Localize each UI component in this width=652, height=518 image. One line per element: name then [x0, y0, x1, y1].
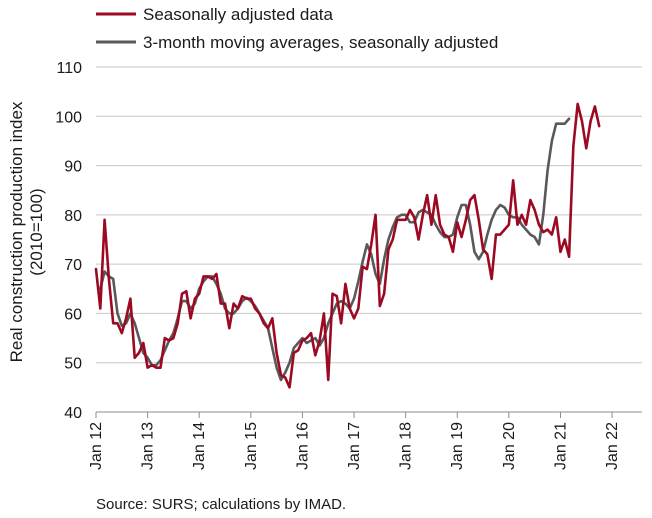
y-axis-title-line1: Real construction production index	[7, 101, 26, 362]
x-tick-labels: Jan 12 Jan 13 Jan 14 Jan 15 Jan 16 Jan 17 Jan …	[88, 412, 621, 470]
y-tick-label: 50	[64, 356, 82, 373]
y-tick-labels: 40 50 60 70 80 90 100 110	[55, 60, 82, 422]
y-tick-label: 70	[64, 257, 82, 274]
y-tick-label: 90	[64, 159, 82, 176]
x-tick-label: Jan 13	[140, 422, 157, 470]
source-note: Source: SURS; calculations by IMAD.	[96, 496, 346, 513]
y-axis-title-line2: (2010=100)	[27, 188, 46, 275]
legend-label-seasonally-adjusted: Seasonally adjusted data	[143, 5, 334, 24]
x-tick-label: Jan 19	[449, 422, 466, 470]
y-tick-label: 80	[64, 208, 82, 225]
x-tick-label: Jan 17	[346, 422, 363, 470]
x-tick-label: Jan 14	[191, 422, 208, 470]
legend-label-moving-average: 3-month moving averages, seasonally adju…	[143, 33, 498, 52]
x-tick-label: Jan 16	[294, 422, 311, 470]
y-tick-label: 100	[55, 109, 82, 126]
series-line-seasonally-adjusted	[94, 102, 601, 389]
legend: Seasonally adjusted data 3-month moving …	[96, 5, 498, 52]
x-tick-label: Jan 20	[501, 422, 518, 470]
y-tick-label: 110	[56, 60, 82, 77]
x-tick-label: Jan 18	[398, 422, 415, 470]
x-tick-label: Jan 21	[552, 422, 569, 470]
series-lines	[94, 102, 601, 389]
x-tick-label: Jan 15	[243, 422, 260, 470]
y-tick-label: 40	[64, 405, 82, 422]
x-tick-label: Jan 22	[604, 422, 621, 470]
y-axis-title: Real construction production index (2010…	[7, 101, 46, 362]
x-tick-label: Jan 12	[88, 422, 105, 470]
y-tick-label: 60	[64, 306, 82, 323]
